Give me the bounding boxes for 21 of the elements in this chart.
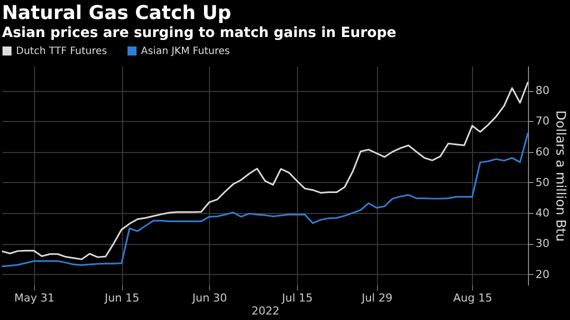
x-axis-title: 2022: [252, 304, 280, 318]
y-tick-label: 70: [536, 114, 550, 128]
y-axis-title: Dollars a million Btu: [552, 110, 568, 242]
y-tick-label: 50: [536, 176, 550, 189]
x-tick-label: Jul 15: [280, 292, 313, 304]
chart-subtitle: Asian prices are surging to match gains in Europe: [2, 25, 396, 41]
x-tick-label: Jun 15: [104, 292, 140, 304]
legend-label: Dutch TTF Futures: [16, 46, 108, 57]
y-tick-label: 60: [536, 145, 550, 158]
y-tick-label: 80: [536, 84, 550, 98]
legend-label: Asian JKM Futures: [141, 46, 230, 57]
x-tick-label: Jul 29: [360, 292, 392, 304]
y-tick-label: 30: [536, 237, 550, 250]
x-tick-label: May 31: [14, 292, 55, 304]
line-series: [2, 132, 528, 268]
x-tick-label: Aug 15: [453, 292, 492, 304]
line-series: [2, 81, 528, 260]
chart-title: Natural Gas Catch Up: [2, 2, 232, 24]
y-tick-label: 20: [536, 268, 550, 281]
x-tick-label: Jun 30: [191, 292, 228, 304]
y-tick-label: 40: [536, 206, 550, 220]
